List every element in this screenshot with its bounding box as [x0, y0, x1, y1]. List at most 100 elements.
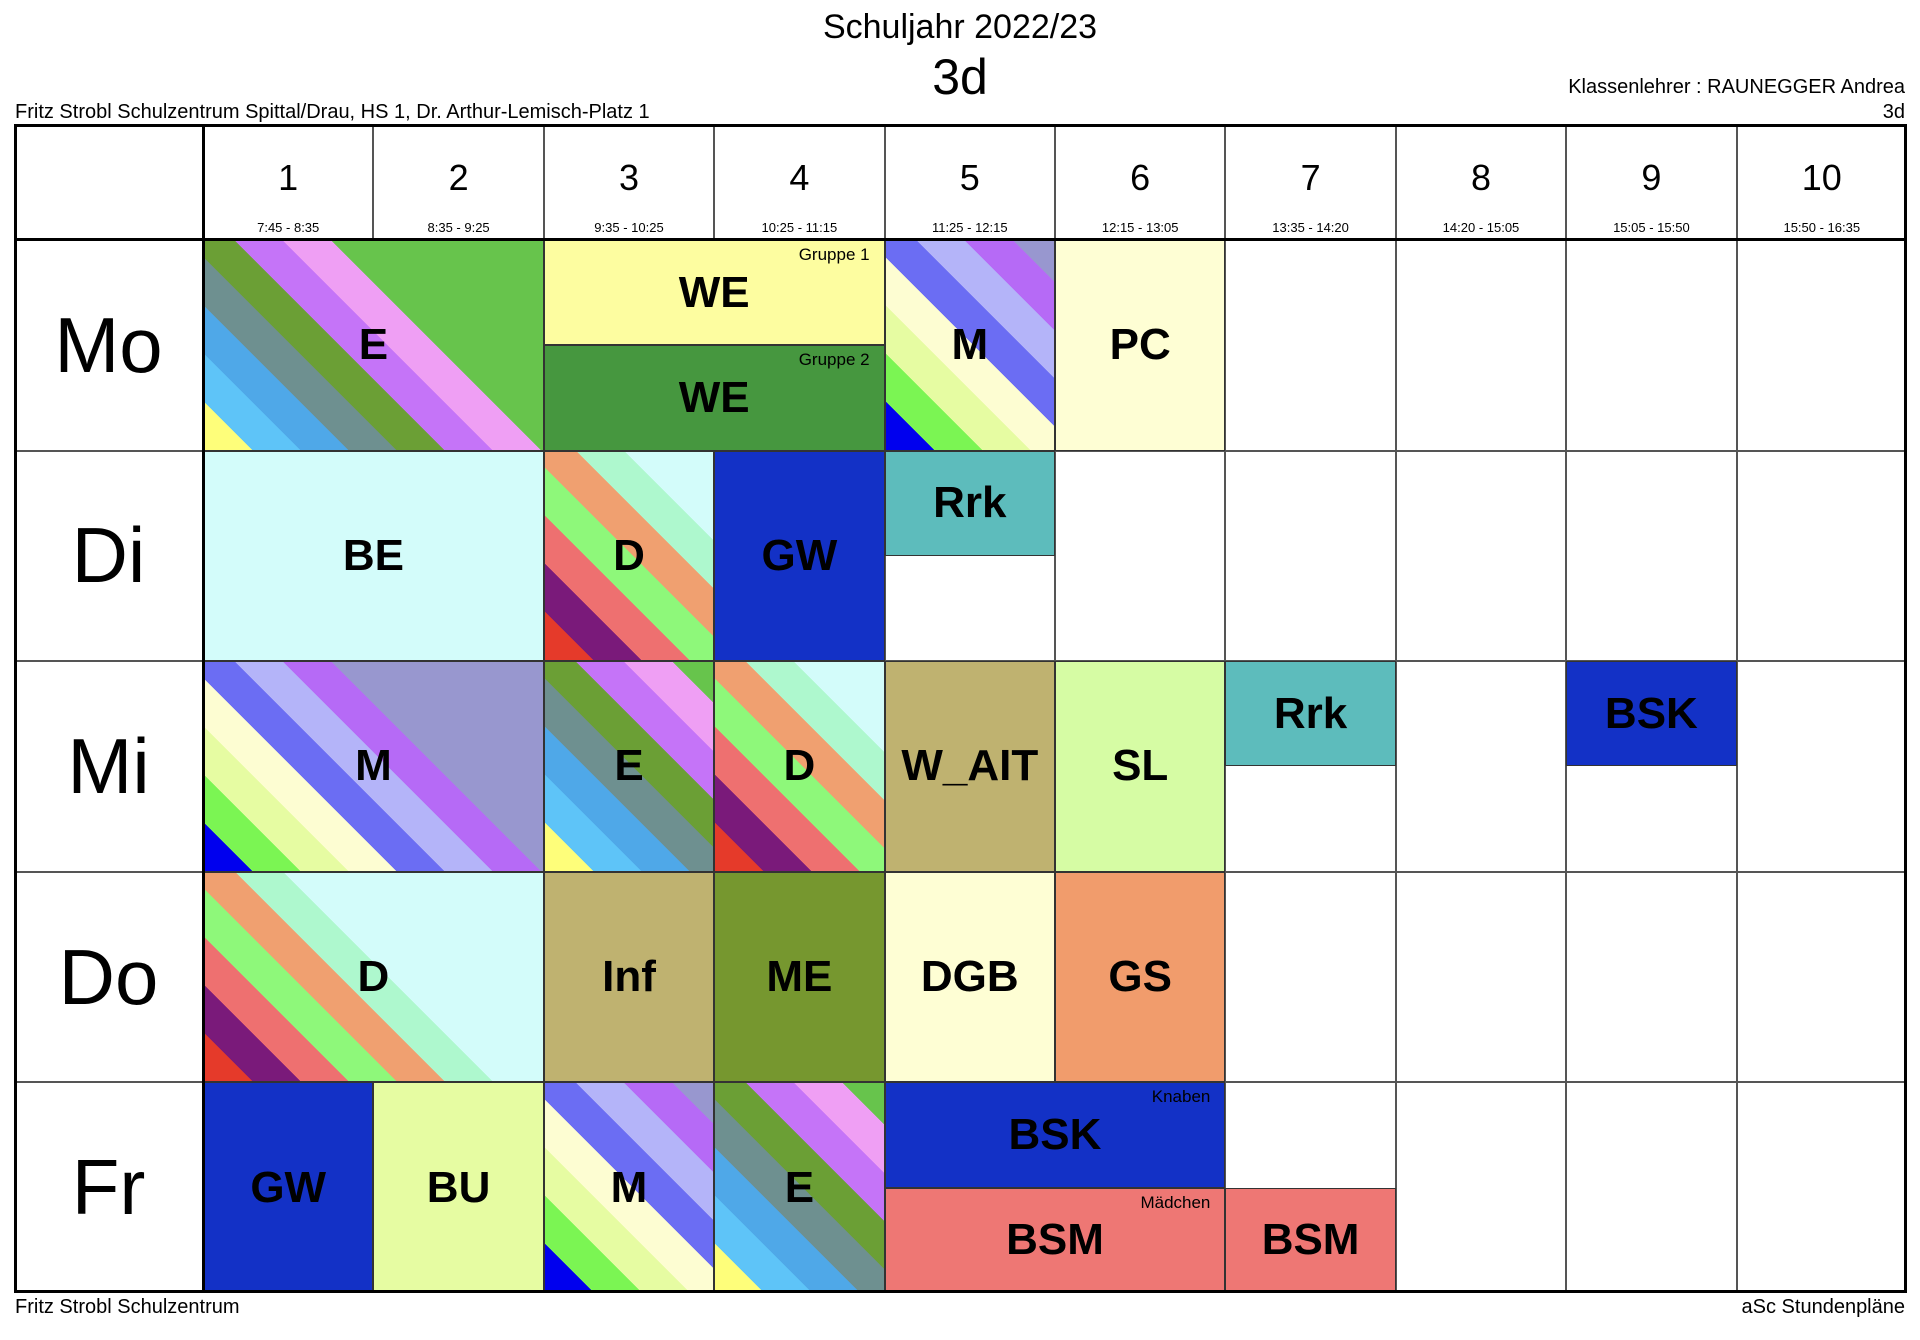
lesson-group-note: Mädchen — [1140, 1192, 1211, 1212]
lesson-subject: D — [783, 741, 816, 791]
period-time: 13:35 - 14:20 — [1272, 220, 1349, 235]
lesson-subject: WE — [678, 267, 750, 317]
lesson-rrk[interactable]: Rrk — [1225, 661, 1396, 767]
lesson-we[interactable]: WE Gruppe 2 — [543, 345, 885, 451]
lesson-bsk[interactable]: BSK Knaben — [884, 1082, 1226, 1188]
period-header: 7 13:35 - 14:20 — [1225, 124, 1396, 240]
period-number: 4 — [789, 157, 810, 198]
period-time: 8:35 - 9:25 — [427, 220, 490, 235]
lesson-subject: M — [610, 1162, 648, 1212]
lesson-e[interactable]: E — [203, 240, 544, 451]
period-header: 2 8:35 - 9:25 — [373, 124, 544, 240]
lesson-wait[interactable]: W_AIT — [884, 661, 1055, 872]
empty-slot — [1055, 450, 1226, 662]
empty-slot — [1395, 1082, 1567, 1293]
empty-slot — [1736, 450, 1907, 662]
timetable-title: Schuljahr 2022/23 — [822, 8, 1098, 46]
day-label: Do — [14, 871, 203, 1083]
lesson-subject: PC — [1109, 320, 1171, 370]
empty-slot — [1225, 240, 1396, 451]
lesson-m[interactable]: M — [203, 661, 544, 872]
empty-slot — [1395, 661, 1567, 872]
period-number: 8 — [1470, 157, 1491, 198]
empty-slot — [1395, 450, 1567, 662]
lesson-subject: GS — [1108, 952, 1172, 1002]
empty-slot — [1395, 871, 1567, 1083]
timetable-grid: 1 7:45 - 8:35 2 8:35 - 9:25 3 9:35 - 10:25 4 10… — [14, 124, 1907, 1293]
class-teacher: Klassenlehrer : RAUNEGGER Andrea — [1568, 76, 1905, 98]
period-header: 6 12:15 - 13:05 — [1055, 124, 1226, 240]
lesson-inf[interactable]: Inf — [543, 871, 715, 1083]
lesson-gw[interactable]: GW — [714, 450, 885, 662]
period-number: 5 — [959, 157, 980, 198]
lesson-subject: DGB — [920, 952, 1019, 1002]
lesson-bu[interactable]: BU — [373, 1082, 544, 1293]
footer-software: aSc Stundenpläne — [1741, 1296, 1905, 1318]
lesson-m[interactable]: M — [543, 1082, 715, 1293]
lesson-subject: M — [951, 320, 989, 370]
empty-slot — [1225, 450, 1396, 662]
lesson-subject: SL — [1112, 741, 1169, 791]
lesson-e[interactable]: E — [543, 661, 715, 872]
class-name: 3d — [932, 49, 988, 105]
period-header: 3 9:35 - 10:25 — [543, 124, 715, 240]
lesson-group-note: Gruppe 1 — [798, 245, 870, 264]
lesson-subject: W_AIT — [901, 741, 1039, 791]
lesson-me[interactable]: ME — [714, 871, 885, 1083]
lesson-d[interactable]: D — [203, 871, 544, 1083]
lesson-d[interactable]: D — [714, 661, 885, 872]
lesson-m[interactable]: M — [884, 240, 1055, 451]
lesson-dgb[interactable]: DGB — [884, 871, 1055, 1083]
empty-slot — [1566, 450, 1737, 662]
empty-slot — [1736, 661, 1907, 872]
lesson-subject: BE — [342, 530, 404, 580]
lesson-gw[interactable]: GW — [203, 1082, 374, 1293]
lesson-subject: E — [784, 1162, 815, 1212]
lesson-rrk[interactable]: Rrk — [884, 450, 1055, 556]
lesson-subject: E — [358, 320, 389, 370]
lesson-subject: ME — [766, 952, 833, 1002]
lesson-subject: BSK — [1008, 1110, 1102, 1160]
class-label-right: 3d — [1882, 101, 1905, 123]
period-time: 12:15 - 13:05 — [1101, 220, 1179, 235]
period-header: 1 7:45 - 8:35 — [203, 124, 374, 240]
lesson-gs[interactable]: GS — [1055, 871, 1226, 1083]
lesson-bsk[interactable]: BSK — [1566, 661, 1737, 767]
lesson-group-note: Knaben — [1151, 1087, 1211, 1107]
period-number: 1 — [278, 157, 299, 198]
period-time: 14:20 - 15:05 — [1442, 220, 1520, 235]
empty-slot — [1395, 240, 1567, 451]
lesson-subject: E — [614, 741, 644, 791]
lesson-be[interactable]: BE — [203, 450, 544, 662]
empty-slot — [1566, 871, 1737, 1083]
day-column-divider — [202, 124, 205, 1293]
lesson-pc[interactable]: PC — [1055, 240, 1226, 451]
period-header: 10 15:50 - 16:35 — [1736, 124, 1907, 240]
period-number: 3 — [618, 157, 639, 198]
lesson-subject: D — [357, 952, 390, 1002]
day-label: Fr — [14, 1082, 203, 1293]
lesson-subject: BU — [426, 1162, 491, 1212]
lesson-e[interactable]: E — [714, 1082, 885, 1293]
lesson-subject: WE — [678, 372, 750, 422]
lesson-d[interactable]: D — [543, 450, 715, 662]
header-divider — [14, 238, 1907, 241]
lesson-sl[interactable]: SL — [1055, 661, 1226, 872]
lesson-bsm[interactable]: BSM Mädchen — [884, 1187, 1226, 1293]
period-number: 7 — [1300, 157, 1321, 198]
day-label: Mi — [14, 661, 203, 872]
period-number: 6 — [1130, 157, 1151, 198]
lesson-bsm[interactable]: BSM — [1225, 1187, 1396, 1293]
lesson-subject: BSM — [1006, 1215, 1104, 1265]
period-header: 4 10:25 - 11:15 — [714, 124, 885, 240]
empty-slot — [1736, 1082, 1907, 1293]
lesson-we[interactable]: WE Gruppe 1 — [543, 240, 885, 346]
empty-slot — [1736, 240, 1907, 451]
period-time: 11:25 - 12:15 — [931, 220, 1008, 235]
footer-school: Fritz Strobl Schulzentrum — [15, 1296, 240, 1318]
period-header: 5 11:25 - 12:15 — [884, 124, 1055, 240]
period-time: 15:50 - 16:35 — [1783, 220, 1861, 235]
empty-slot — [1736, 871, 1907, 1083]
empty-slot — [1566, 1082, 1737, 1293]
period-header: 8 14:20 - 15:05 — [1395, 124, 1567, 240]
